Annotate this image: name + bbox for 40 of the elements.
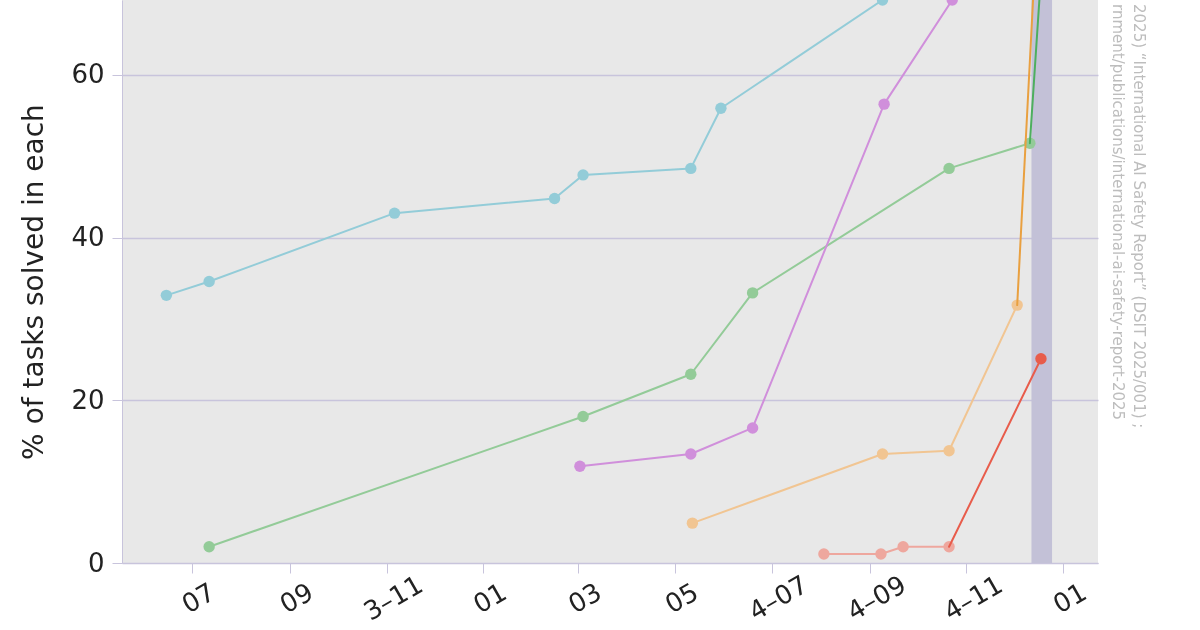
point xyxy=(203,275,215,288)
point xyxy=(574,460,586,472)
point xyxy=(685,368,697,380)
point xyxy=(746,422,759,434)
y-tick-label: 60 xyxy=(71,59,105,90)
x-tick-label: 01 xyxy=(1047,576,1092,620)
point xyxy=(577,410,589,423)
x-tick-label: 09 xyxy=(274,576,319,620)
point xyxy=(943,162,955,175)
y-tick-label: 40 xyxy=(71,222,105,253)
point xyxy=(577,169,589,181)
point xyxy=(388,207,401,219)
x-tick-label: 4–11 xyxy=(938,569,1008,627)
x-tick-label: 05 xyxy=(659,576,704,620)
text: 2025) “International AI Safety Report” (DSIT 2025/001) ; xyxy=(1129,4,1148,431)
x-tick-label: 03 xyxy=(562,576,607,620)
y-tick-label: 20 xyxy=(71,384,105,415)
point xyxy=(686,517,699,529)
point xyxy=(943,445,955,457)
point xyxy=(160,289,173,302)
y-axis-title: % of tasks solved in each xyxy=(17,104,51,460)
x-tick-label: 4–09 xyxy=(841,569,911,627)
point xyxy=(878,98,890,110)
point xyxy=(685,162,697,175)
point xyxy=(548,192,561,205)
y-tick-label: 0 xyxy=(87,547,105,578)
point xyxy=(203,541,215,553)
x-tick-label: 4–07 xyxy=(743,569,813,627)
point xyxy=(818,548,830,560)
point xyxy=(685,448,697,460)
x-tick-label: 01 xyxy=(467,576,512,620)
point xyxy=(746,287,759,299)
point xyxy=(875,548,887,560)
x-tick-label: 07 xyxy=(176,576,221,620)
point xyxy=(876,448,889,460)
point xyxy=(715,102,727,114)
point xyxy=(897,541,909,553)
x-tick-label: 3–11 xyxy=(358,569,428,627)
point xyxy=(1035,353,1047,365)
text: rnment/publications/international-ai-safety-report-2025 xyxy=(1108,4,1127,423)
